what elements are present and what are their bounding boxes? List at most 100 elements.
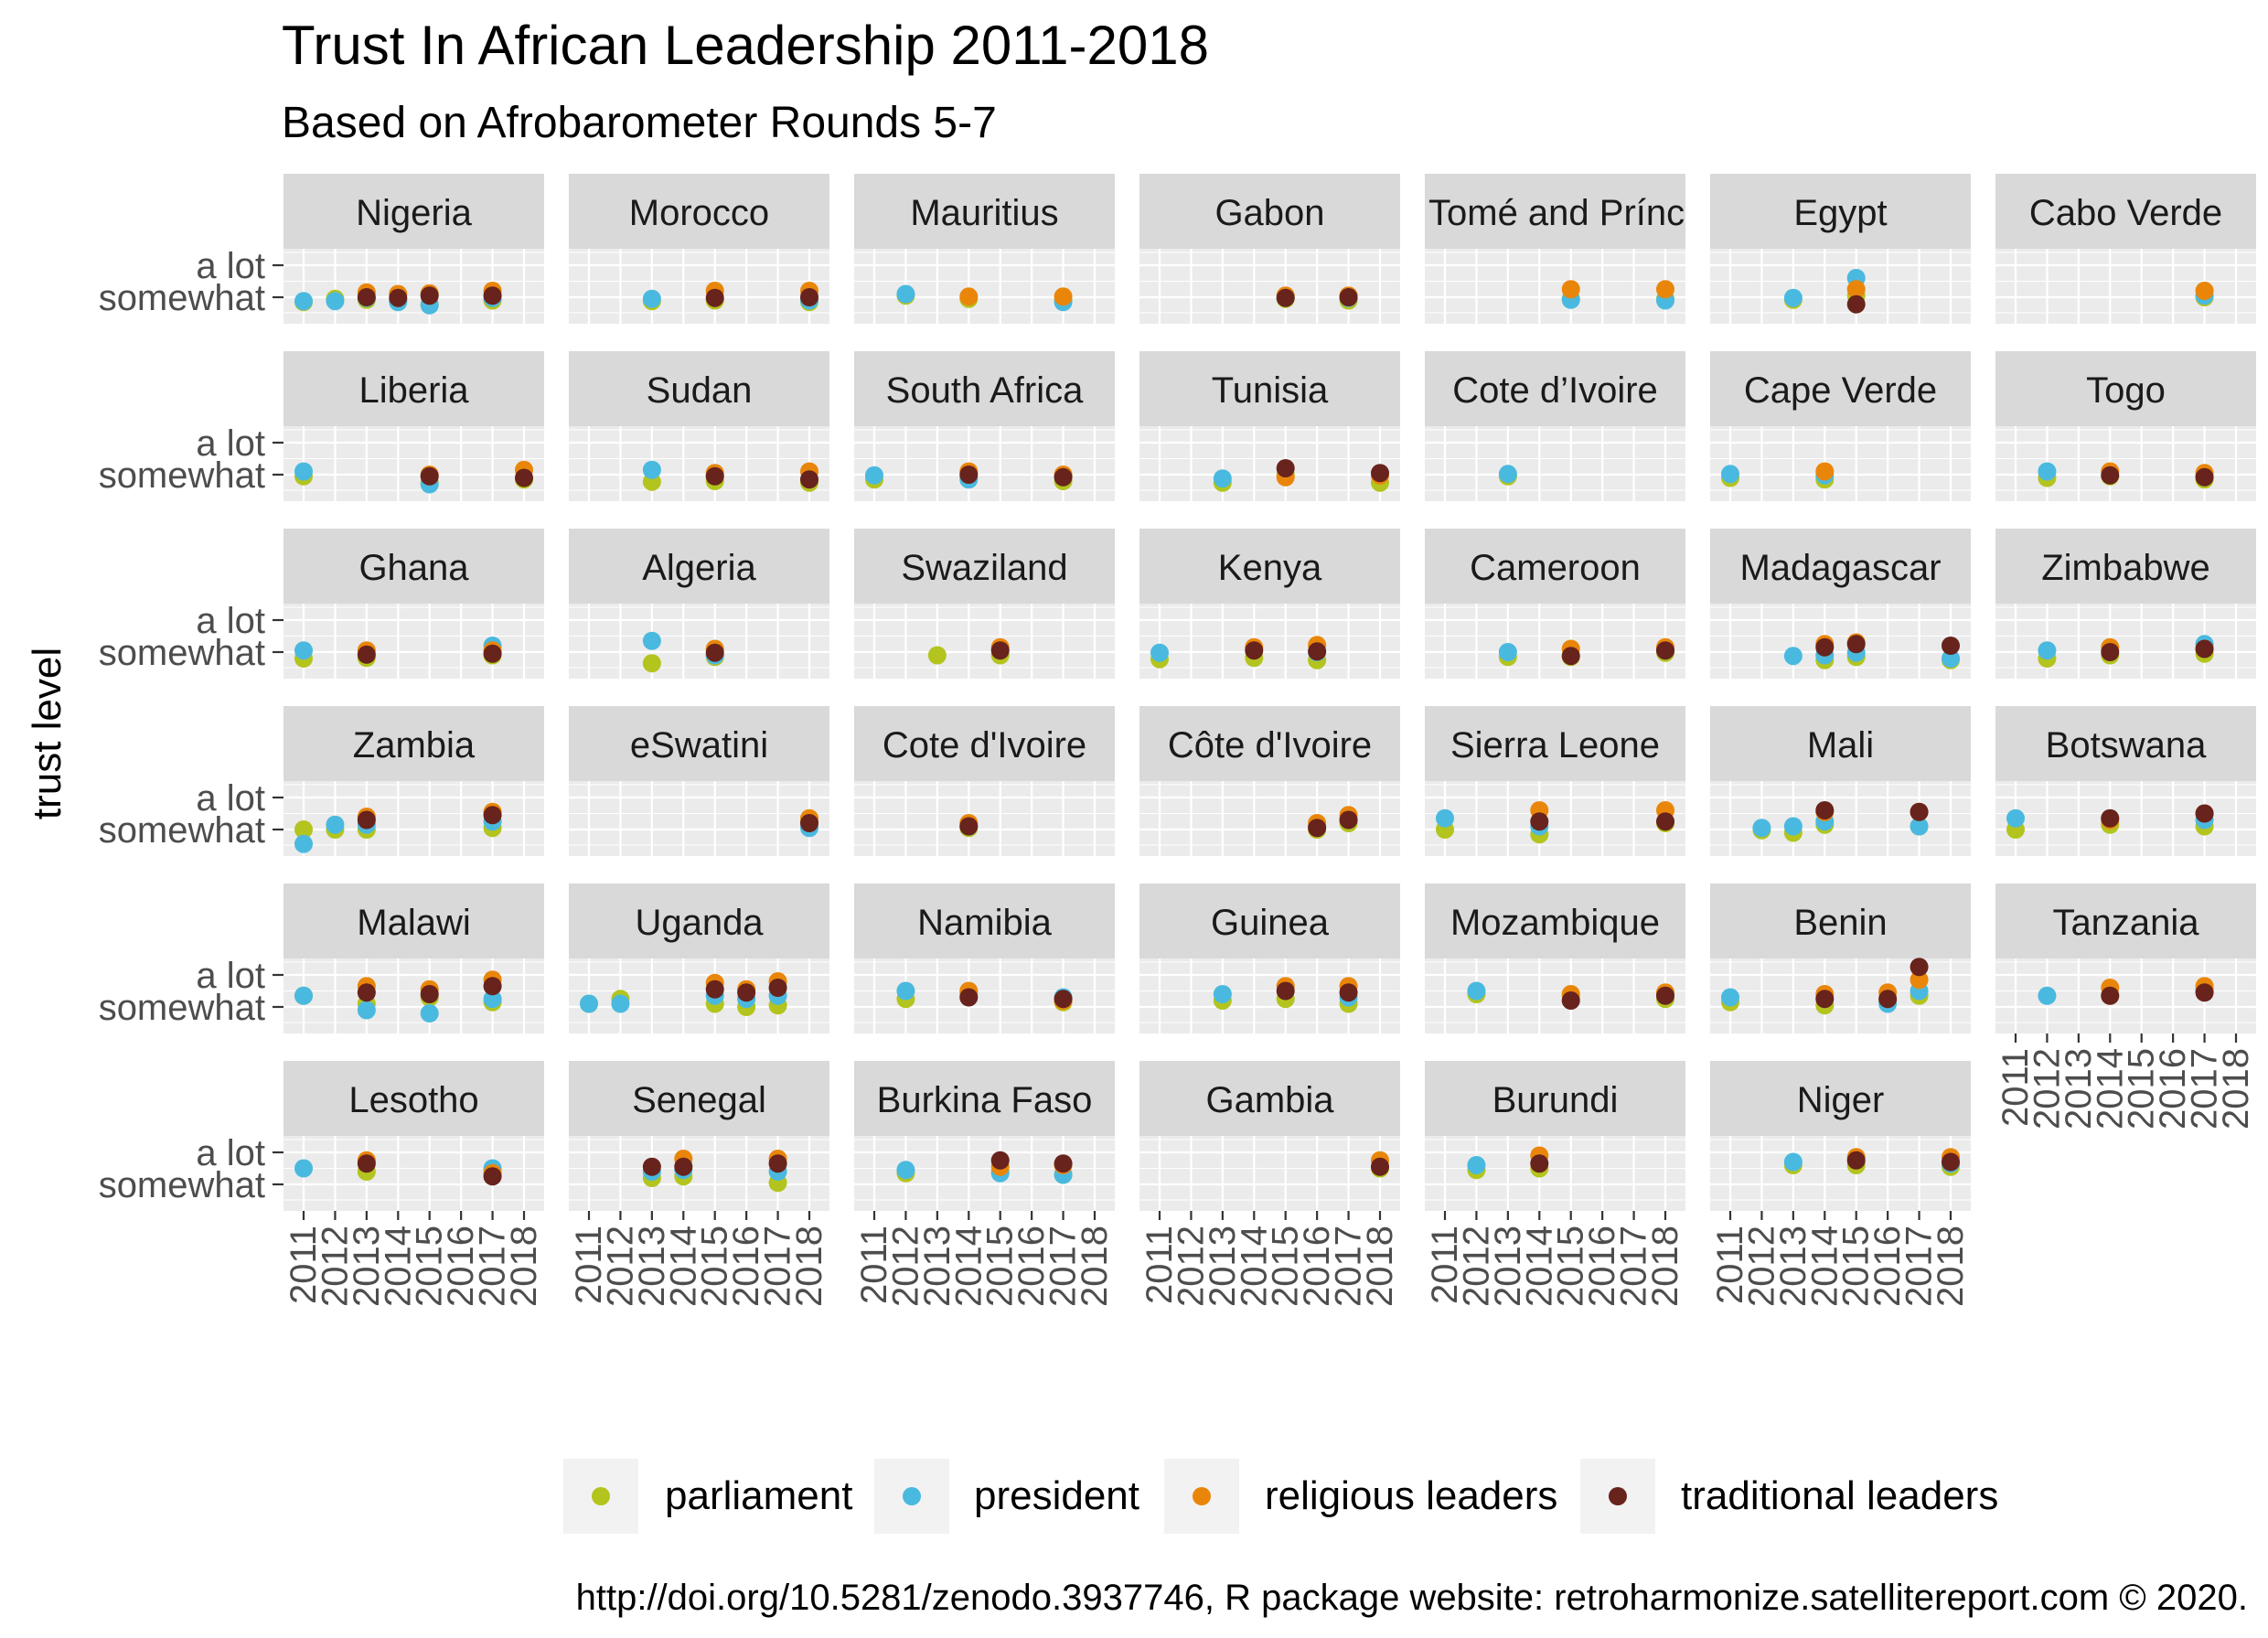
point-traditional-leaders [483,286,502,305]
legend-label: religious leaders [1265,1473,1557,1518]
facet-label: Zambia [353,725,476,765]
facet-label: Malawi [357,903,470,943]
point-president [1498,465,1517,484]
point-president [326,292,345,311]
facet-strip [1710,529,1971,604]
y-tick-label: somewhat [99,633,265,673]
facet-strip [569,351,829,426]
x-tick-label: 2016 [726,1226,766,1307]
facet-label: Burkina Faso [877,1080,1093,1120]
point-traditional-leaders [800,288,818,306]
point-traditional-leaders [357,983,376,1002]
point-traditional-leaders [1054,1154,1073,1173]
x-tick-label: 2017 [2185,1048,2225,1129]
point-president [1752,819,1771,838]
panel-cote-d-ivoire: Cote d'Ivoire [854,706,1115,856]
point-president [642,460,661,479]
facet-strip [1995,883,2256,958]
panel-cote-d-ivoire: Cote d’Ivoire [1425,351,1685,501]
panel-background [1995,249,2256,324]
panel-background [1139,426,1400,501]
point-traditional-leaders [1276,288,1295,307]
point-religious-leaders [2195,282,2214,300]
panel-background [854,781,1115,856]
x-tick-label: 2013 [1773,1226,1813,1307]
point-traditional-leaders [768,979,787,997]
facet-label: eSwatini [630,725,768,765]
x-tick-label: 2011 [1139,1226,1180,1304]
facet-label: Guinea [1211,903,1330,943]
legend-item-religious-leaders: religious leaders [1164,1459,1557,1534]
point-traditional-leaders [420,985,439,1003]
point-traditional-leaders [1846,635,1866,654]
facet-strip [854,706,1115,781]
point-president [1783,817,1803,836]
point-president [1467,1156,1486,1174]
facet-label: Niger [1797,1080,1885,1120]
panel-south-africa: South Africa [854,351,1115,501]
legend: parliament president religious leaders trad… [563,1459,1998,1534]
point-traditional-leaders [1656,812,1674,831]
point-traditional-leaders [1815,637,1835,657]
facet-label: Egypt [1793,193,1887,233]
x-tick-label: 2014 [1519,1226,1559,1307]
point-traditional-leaders [1561,991,1580,1010]
point-president [1721,988,1739,1007]
point-president [1213,985,1232,1003]
point-president [611,994,630,1013]
facet-strip [1425,706,1685,781]
point-religious-leaders [1846,280,1866,299]
panel-background [1710,426,1971,501]
facet-label: Gabon [1214,193,1324,233]
x-tick-label: 2014 [378,1226,418,1307]
point-president [1467,981,1486,1001]
panel-tunisia: Tunisia [1139,351,1400,501]
panel-cameroon: Cameroon [1425,529,1685,679]
facet-strip [284,529,544,604]
panel-background [1995,426,2256,501]
facet-label: Tomé and Príncipe [1428,193,1734,233]
facet-strip [1139,706,1400,781]
facet-label: Senegal [632,1080,766,1120]
point-traditional-leaders [990,1151,1010,1170]
x-tick-label: 2016 [2153,1048,2193,1129]
point-traditional-leaders [1942,1152,1960,1172]
point-parliament [927,646,947,665]
panel-background [569,781,829,856]
facet-label: Sudan [647,370,753,411]
legend-swatch [903,1487,921,1505]
facet-strip [1995,706,2256,781]
point-president [896,284,915,304]
panel-mali: Mali [1710,706,1971,856]
facet-strip [284,174,544,249]
point-president [294,462,313,481]
x-tick-label: 2017 [1043,1226,1084,1307]
point-traditional-leaders [1054,990,1073,1009]
facet-label: Cote d’Ivoire [1452,370,1658,411]
point-traditional-leaders [737,983,756,1002]
point-traditional-leaders [800,814,818,832]
panel-background [1425,781,1685,856]
point-president [896,981,915,1001]
point-president [294,986,313,1005]
x-tick-label: 2018 [1360,1226,1400,1307]
point-traditional-leaders [357,810,376,830]
chart-caption: http://doi.org/10.5281/zenodo.3937746, R… [576,1578,2248,1618]
x-tick-label: 2016 [1867,1226,1908,1307]
point-president [2038,641,2057,660]
x-tick-label: 2016 [441,1226,481,1307]
point-traditional-leaders [483,644,502,663]
x-tick-label: 2017 [473,1226,513,1307]
legend-item-president: president [874,1459,1139,1534]
facet-strip [569,1061,829,1136]
facet-label: Morocco [629,193,769,233]
point-traditional-leaders [1054,467,1073,487]
panel-background [1425,604,1685,679]
y-tick-label: a lot [196,778,265,819]
point-traditional-leaders [357,288,376,306]
facet-label: Cote d'Ivoire [883,725,1086,765]
x-tick-label: 2015 [1551,1226,1591,1307]
panel-guinea: Guinea [1139,883,1400,1033]
